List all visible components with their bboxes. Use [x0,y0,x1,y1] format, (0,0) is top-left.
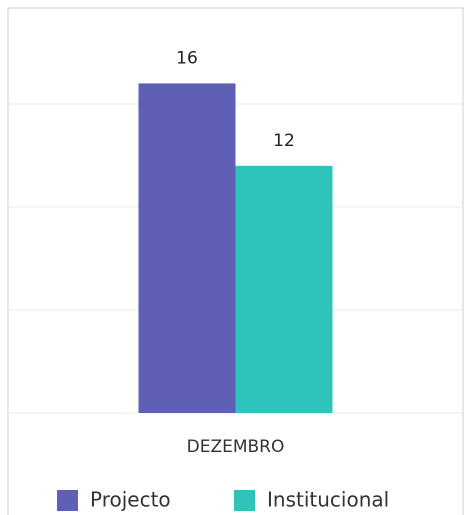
legend-label: Projecto [90,488,171,512]
bar [235,165,333,413]
legend-label: Institucional [267,488,389,512]
data-label: 12 [273,131,295,151]
frame [7,7,464,515]
legend-swatch [57,490,78,511]
data-label: 16 [176,48,198,68]
x-tick-label: DEZEMBRO [187,437,285,457]
legend-swatch [234,490,255,511]
bar [138,83,236,414]
